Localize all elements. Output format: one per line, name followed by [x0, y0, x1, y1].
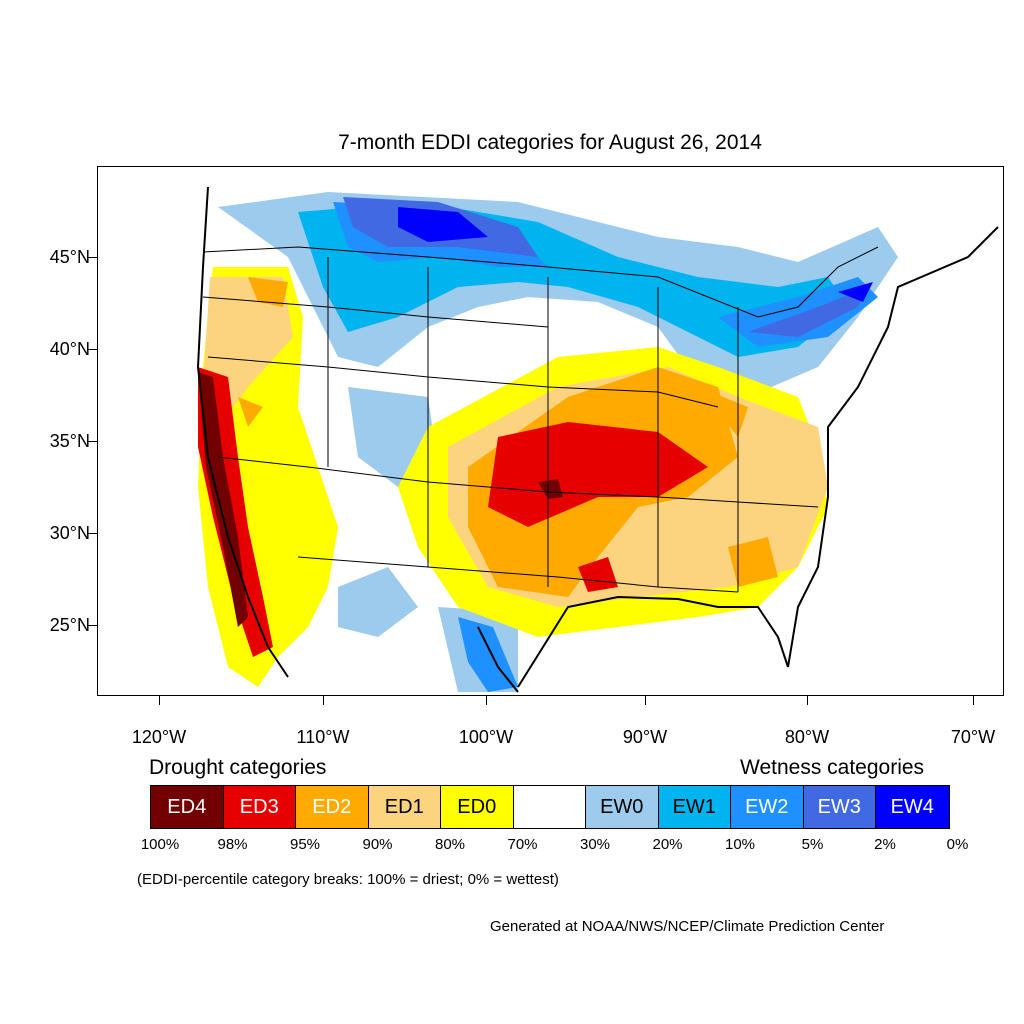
region-ed4-central — [538, 479, 563, 499]
lon-tick-80 — [807, 696, 808, 705]
legend-swatch-ew3: EW3 — [803, 786, 876, 828]
lat-tick-40 — [88, 349, 97, 350]
legend-swatch-ed4: ED4 — [151, 786, 224, 828]
legend-swatch-ed2: ED2 — [296, 786, 369, 828]
drought-heading: Drought categories — [149, 756, 327, 779]
lon-label-110: 110°W — [296, 727, 350, 747]
lat-label-30: 30°N — [49, 523, 90, 543]
legend-swatch-ew0: EW0 — [586, 786, 659, 828]
drought-regions — [198, 267, 828, 687]
map-panel — [97, 166, 1004, 696]
legend-break-label: 70% — [507, 836, 538, 853]
credit-text: Generated at NOAA/NWS/NCEP/Climate Predi… — [490, 918, 885, 935]
legend-break-label: 98% — [217, 836, 248, 853]
region-ew4-north — [398, 207, 873, 302]
legend-break-label: 95% — [289, 836, 321, 853]
lon-label-80: 80°W — [784, 727, 830, 747]
legend-swatch-neutral — [513, 786, 586, 828]
lat-label-25: 25°N — [49, 615, 90, 635]
lon-tick-120 — [159, 696, 160, 705]
lat-label-40: 40°N — [49, 339, 90, 359]
legend-break-label: 2% — [874, 836, 896, 853]
lon-tick-70 — [973, 696, 974, 705]
legend-break-label: 80% — [434, 836, 466, 853]
lon-label-70: 70°W — [950, 727, 996, 747]
lat-tick-30 — [88, 533, 97, 534]
region-ed4-west — [198, 372, 248, 627]
lat-label-45: 45°N — [49, 247, 90, 267]
lon-label-100: 100°W — [458, 727, 514, 747]
lat-tick-25 — [88, 625, 97, 626]
region-ed3-central — [488, 422, 708, 592]
boundaries — [202, 246, 879, 593]
lat-label-35: 35°N — [49, 431, 90, 451]
lon-tick-90 — [645, 696, 646, 705]
legend-swatch-ew4: EW4 — [876, 786, 949, 828]
legend-break-label: 100% — [140, 836, 180, 853]
legend-break-label: 20% — [652, 836, 683, 853]
legend-break-label: 10% — [724, 836, 756, 853]
legend-break-label: 90% — [362, 836, 393, 853]
lat-tick-45 — [88, 257, 97, 258]
legend-break-label: 5% — [801, 836, 824, 853]
map-title: 7-month EDDI categories for August 26, 2… — [338, 131, 762, 154]
legend-note: (EDDI-percentile category breaks: 100% =… — [137, 871, 559, 888]
wetness-heading: Wetness categories — [740, 756, 925, 779]
lon-tick-110 — [323, 696, 324, 705]
region-ew0-sw — [338, 387, 518, 692]
wetness-regions — [218, 192, 898, 692]
legend-break-label: 30% — [579, 836, 611, 853]
lon-tick-100 — [486, 696, 487, 705]
coastline — [196, 186, 999, 693]
legend-swatch-ed0: ED0 — [441, 786, 514, 828]
legend-swatch-ew1: EW1 — [658, 786, 731, 828]
lat-tick-35 — [88, 441, 97, 442]
legend-swatch-ew2: EW2 — [731, 786, 804, 828]
legend-colorbar: ED4 ED3 ED2 ED1 ED0 EW0 EW1 EW2 EW3 EW4 — [150, 785, 950, 829]
legend-break-label: 0% — [946, 836, 969, 853]
region-ed2-west — [238, 277, 288, 427]
lon-label-120: 120°W — [131, 727, 187, 747]
legend-swatch-ed3: ED3 — [223, 786, 296, 828]
legend-swatch-ed1: ED1 — [368, 786, 441, 828]
eddi-map — [98, 167, 1003, 695]
lon-label-90: 90°W — [622, 727, 668, 747]
